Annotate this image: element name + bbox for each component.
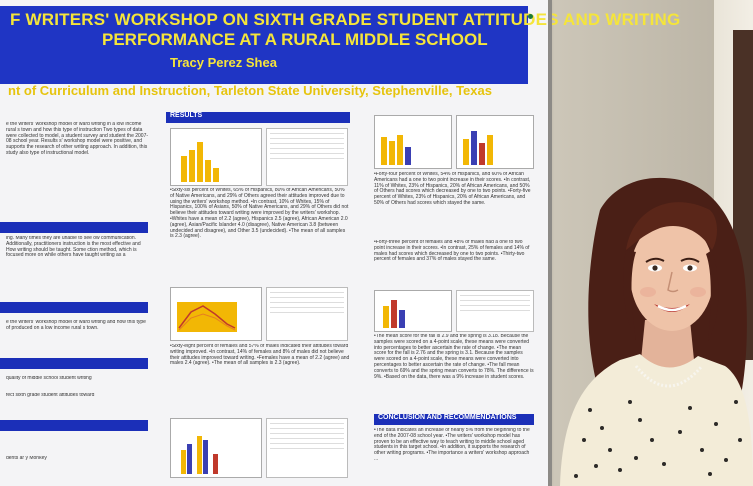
- poster-board-edge: [548, 0, 552, 486]
- right-text-scores: •The mean score for the fall is 2.9 and …: [374, 334, 534, 380]
- right-chart-2: [456, 115, 534, 169]
- results-text-ethnicity: •Sixty-six percent of Whites, 65% of His…: [170, 188, 349, 240]
- right-text-ethnicity: •Forty-four percent of Whites, 54% of Hi…: [374, 172, 531, 206]
- results-chart-3: [170, 418, 262, 478]
- section-header-left-3: [0, 302, 148, 313]
- pushpin-icon: [528, 14, 533, 19]
- poster-title-bar: F WRITERS' WORKSHOP ON SIXTH GRADE STUDE…: [0, 6, 680, 84]
- poster-department: nt of Curriculum and Instruction, Tarlet…: [8, 83, 492, 98]
- purpose-text: e the writers' workshop model of ward wr…: [6, 320, 146, 331]
- introduction-text: ing. Many times they are unable to see o…: [6, 236, 141, 259]
- results-chart-2: [170, 287, 262, 341]
- results-header: RESULTS: [166, 112, 350, 123]
- abstract-text: e the writers' workshop model of ward wr…: [6, 122, 149, 156]
- conclusion-header: CONCLUSION AND RECOMMENDATIONS: [374, 414, 534, 425]
- poster-title-line1: F WRITERS' WORKSHOP ON SIXTH GRADE STUDE…: [10, 10, 681, 29]
- poster-title-line2: PERFORMANCE AT A RURAL MIDDLE SCHOOL: [102, 30, 488, 49]
- research-question-1: quality of middle school student writing: [6, 376, 92, 381]
- results-chart-1: [170, 128, 262, 186]
- section-header-left-2: [0, 222, 148, 233]
- right-text-gender: •Forty-three percent of females and 48% …: [374, 240, 530, 263]
- right-chart-1: [374, 115, 452, 169]
- woman-portrait: [560, 177, 753, 486]
- results-text-gender: •Sixty-eight percent of females and 57% …: [170, 344, 350, 367]
- results-table-3: [266, 418, 348, 478]
- research-poster: F WRITERS' WORKSHOP ON SIXTH GRADE STUDE…: [0, 0, 680, 486]
- section-header-left-5: [0, 420, 148, 431]
- method-text: dents ar y Monkey: [6, 456, 47, 461]
- right-table-3: [456, 290, 534, 332]
- results-table-2: [266, 287, 348, 341]
- line-chart-svg: [177, 302, 237, 332]
- section-header-left-4: [0, 358, 148, 369]
- results-table-1: [266, 128, 348, 186]
- poster-author: Tracy Perez Shea: [170, 55, 277, 70]
- research-question-2: fect sixth grade student attitudes towar…: [6, 393, 95, 398]
- right-chart-3: [374, 290, 452, 332]
- conclusion-text: •The data indicates an increase of nearl…: [374, 428, 530, 462]
